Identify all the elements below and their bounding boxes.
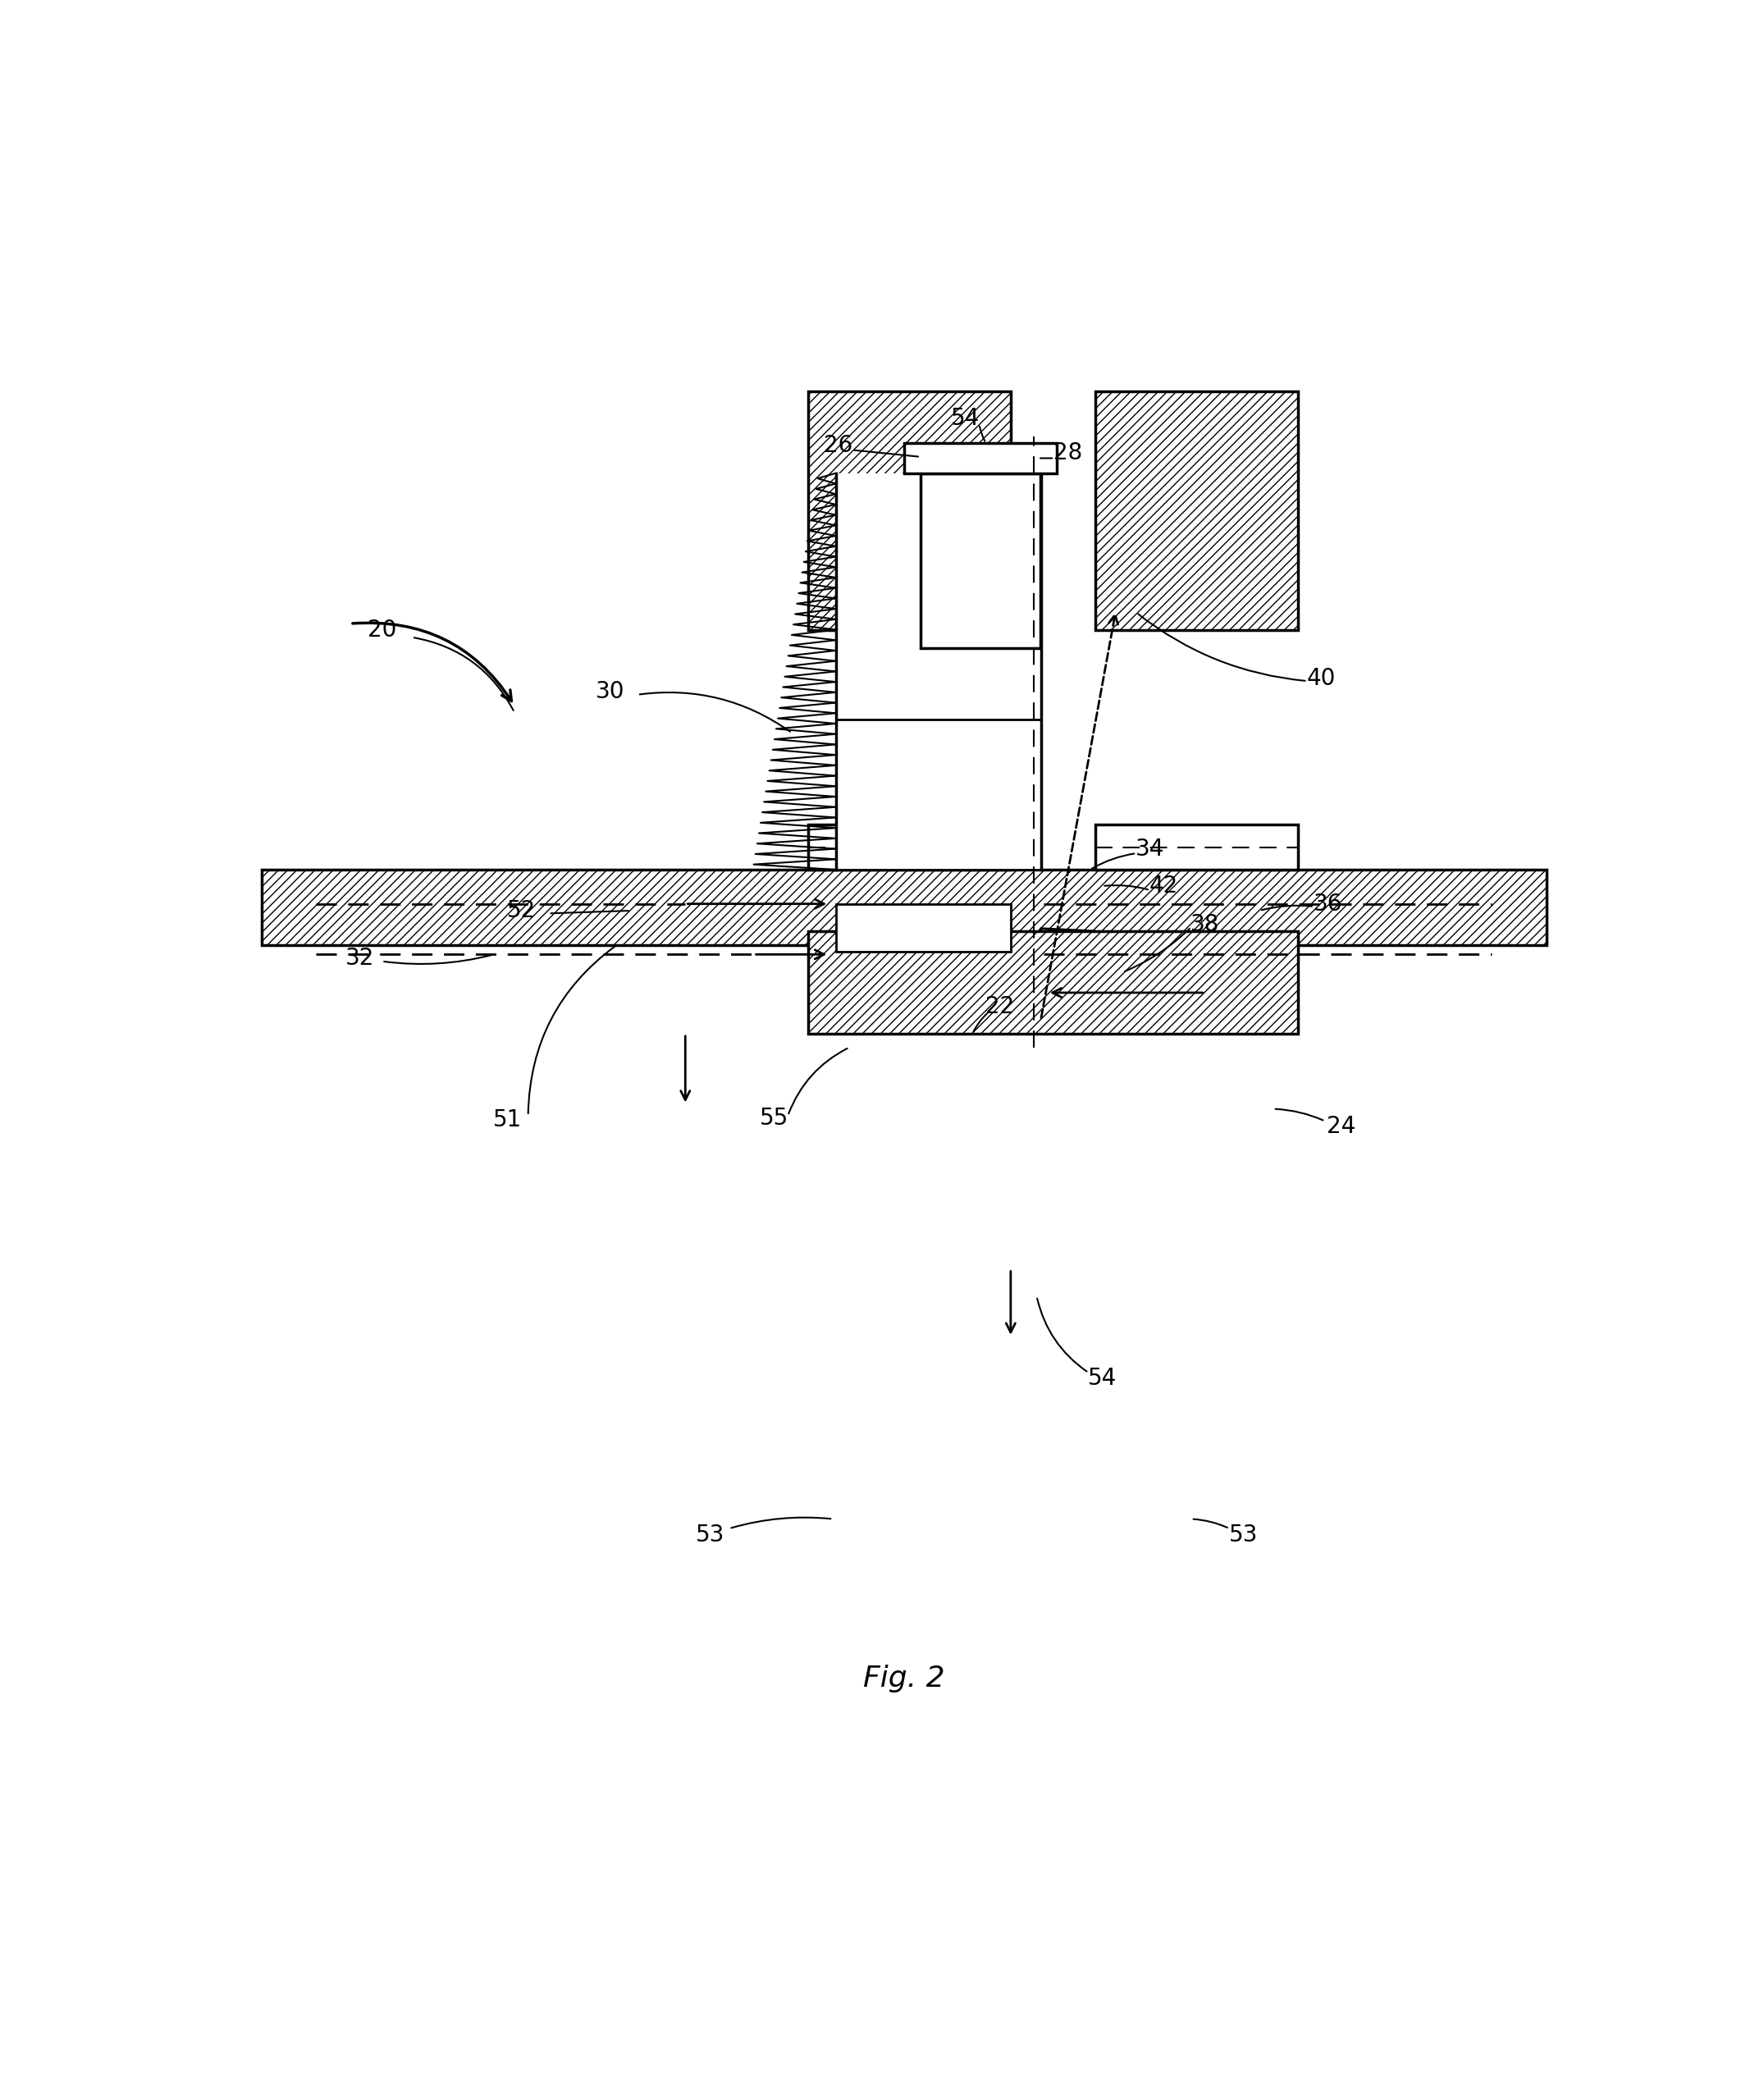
Text: 42: 42 (1150, 875, 1178, 898)
Bar (808, 392, 1011, 630)
Text: 52: 52 (506, 900, 536, 923)
Text: 38: 38 (1191, 913, 1219, 935)
Text: 26: 26 (824, 433, 852, 458)
Polygon shape (1041, 929, 1095, 931)
Text: 53: 53 (695, 1524, 725, 1547)
Text: Fig. 2: Fig. 2 (863, 1665, 946, 1692)
Text: 54: 54 (951, 407, 981, 429)
Text: 51: 51 (494, 1108, 522, 1130)
Bar (808, 931, 1298, 1033)
Text: 53: 53 (1228, 1524, 1258, 1547)
Bar (836, 904, 1011, 952)
Bar (808, 825, 1011, 869)
Bar (261, 869, 1547, 946)
Bar (905, 444, 1057, 473)
Text: 22: 22 (986, 996, 1014, 1018)
Bar (1095, 825, 1298, 869)
Text: 32: 32 (346, 948, 374, 971)
Text: 30: 30 (596, 680, 624, 703)
Text: 34: 34 (1136, 838, 1164, 861)
Bar (836, 473, 1041, 869)
Text: 24: 24 (1327, 1116, 1357, 1139)
Text: 36: 36 (1314, 892, 1342, 915)
Bar (921, 473, 1041, 649)
Text: 28: 28 (1053, 442, 1083, 465)
Text: 54: 54 (1088, 1367, 1117, 1390)
Text: 55: 55 (760, 1108, 789, 1130)
Text: 20: 20 (367, 618, 397, 643)
Bar (1095, 392, 1298, 630)
Text: 40: 40 (1307, 668, 1335, 691)
